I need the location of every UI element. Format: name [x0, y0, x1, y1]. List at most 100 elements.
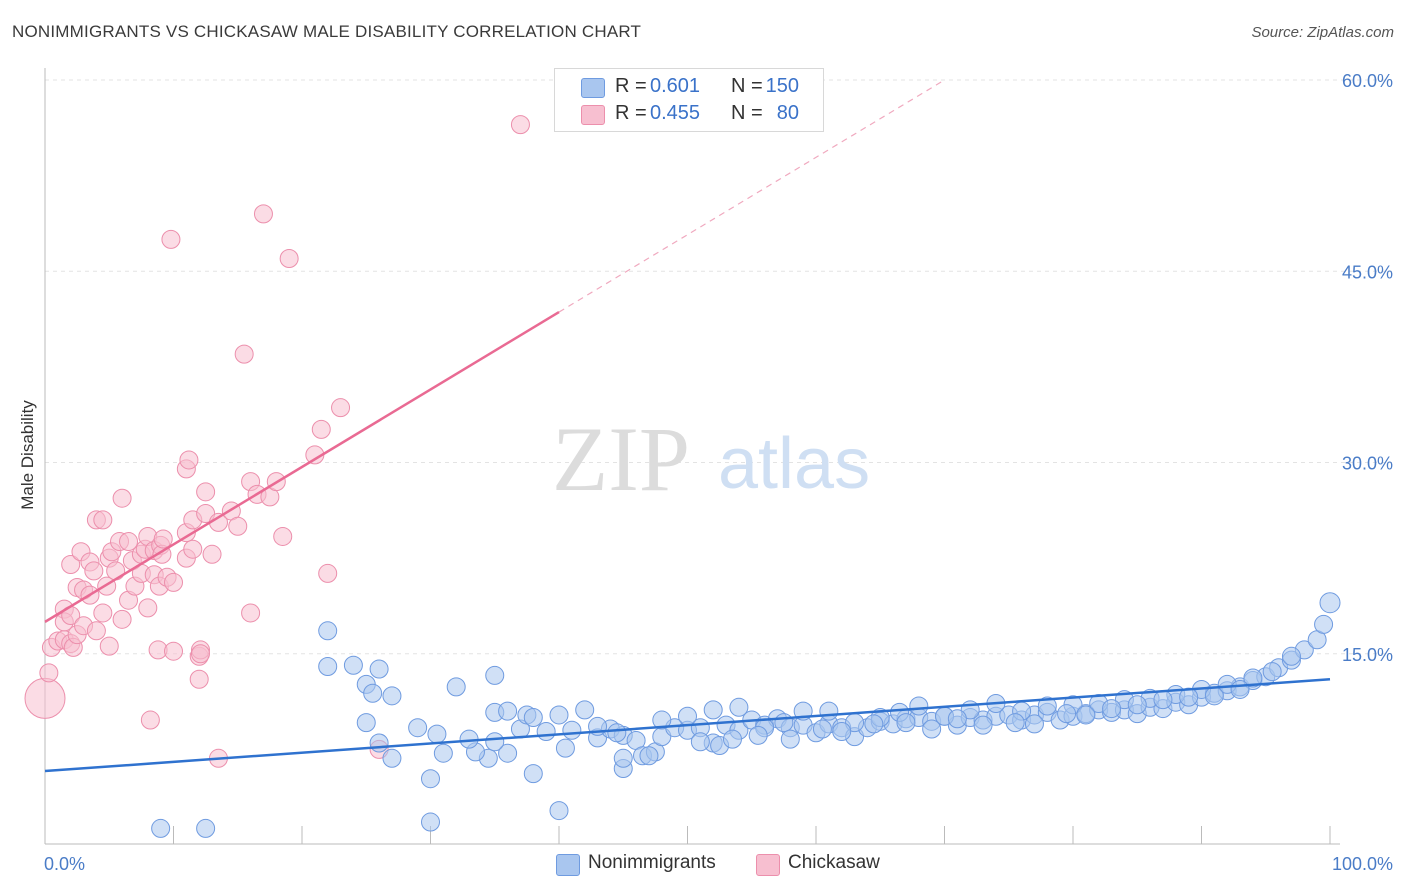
nonimmigrants-point — [433, 743, 453, 763]
legend-r-label: R = — [615, 102, 647, 124]
nonimmigrants-point — [421, 769, 440, 789]
nonimmigrants-point — [421, 812, 440, 832]
nonimmigrants-point — [382, 748, 402, 768]
nonimmigrants-point — [1262, 662, 1282, 682]
nonimmigrants-point — [722, 729, 742, 749]
x-tick-label: 0.0% — [44, 854, 85, 874]
nonimmigrants-point — [639, 746, 659, 766]
nonimmigrants-point — [812, 719, 832, 739]
nonimmigrants-point — [369, 659, 389, 679]
nonimmigrants-point — [607, 723, 627, 743]
legend-n-value: 80 — [776, 102, 799, 124]
nonimmigrants-point — [819, 701, 839, 721]
nonimmigrants-point — [1153, 690, 1173, 710]
bottom-legend-label: Nonimmigrants — [588, 852, 716, 873]
legend-r-label: R = — [615, 75, 647, 97]
nonimmigrants-point — [729, 697, 749, 717]
nonimmigrants-point — [678, 706, 697, 726]
nonimmigrants-point — [774, 713, 794, 733]
chickasaw-point — [161, 229, 181, 249]
legend-swatch-pink — [581, 105, 605, 125]
nonimmigrants-point — [1319, 592, 1341, 614]
nonimmigrants-point — [446, 677, 466, 697]
chickasaw-point — [189, 669, 209, 689]
chickasaw-point — [153, 529, 173, 549]
nonimmigrants-point — [947, 709, 967, 729]
bottom-legend-label: Chickasaw — [788, 852, 880, 873]
nonimmigrants-point — [318, 621, 338, 641]
nonimmigrants-point — [382, 686, 402, 706]
nonimmigrants-point — [1230, 679, 1250, 699]
nonimmigrants-point — [1243, 668, 1263, 688]
nonimmigrants-point — [1076, 705, 1096, 725]
legend-r-value: 0.601 — [650, 75, 701, 97]
nonimmigrants-point — [343, 655, 363, 675]
legend-row-chickasaw: R = 0.455 N = 80 — [555, 102, 823, 128]
nonimmigrants-point — [690, 732, 710, 752]
nonimmigrants-point — [703, 700, 723, 720]
source-label: Source: ZipAtlas.com — [1251, 24, 1394, 41]
nonimmigrants-point — [780, 729, 800, 749]
nonimmigrants-point — [1037, 696, 1057, 716]
nonimmigrants-point — [318, 657, 338, 676]
nonimmigrants-point — [652, 710, 672, 730]
chickasaw-point — [93, 510, 113, 530]
legend-n-label: N = — [731, 75, 763, 97]
nonimmigrants-point — [1102, 699, 1122, 719]
chickasaw-point — [140, 710, 160, 730]
nonimmigrants-point — [485, 732, 505, 752]
chickasaw-trend-extension — [558, 79, 945, 313]
nonimmigrants-point — [408, 718, 428, 738]
nonimmigrants-point — [1024, 714, 1044, 734]
nonimmigrants-point — [748, 725, 768, 745]
chickasaw-point — [61, 555, 81, 574]
watermark-zip: ZIP — [552, 408, 690, 510]
chickasaw-point — [253, 204, 273, 224]
nonimmigrants-point — [1314, 614, 1334, 634]
legend-n-label: N = — [731, 102, 763, 124]
y-tick-label: 45.0% — [1342, 262, 1393, 282]
chickasaw-point — [331, 398, 351, 418]
nonimmigrants-point — [1127, 695, 1147, 715]
nonimmigrants-point — [973, 715, 993, 735]
chickasaw-point — [106, 561, 126, 581]
bottom-legend-swatch-pink — [756, 854, 780, 876]
nonimmigrants-point — [498, 743, 518, 763]
nonimmigrants-point — [485, 665, 505, 685]
nonimmigrants-point — [151, 818, 171, 838]
chickasaw-point — [84, 561, 104, 581]
chickasaw-point — [273, 526, 293, 546]
nonimmigrants-point — [536, 722, 556, 742]
nonimmigrants-point — [864, 714, 884, 734]
nonimmigrants-points — [151, 592, 1341, 838]
chickasaw-point — [228, 516, 248, 536]
chickasaw-trend-line — [44, 310, 560, 623]
nonimmigrants-point — [523, 764, 543, 784]
chickasaw-point — [279, 249, 299, 268]
legend: R = 0.601 N = 150 R = 0.455 N = 80 — [554, 68, 824, 132]
y-tick-label: 60.0% — [1342, 71, 1393, 91]
chickasaw-point — [164, 572, 183, 592]
chickasaw-point — [119, 532, 139, 552]
nonimmigrants-point — [369, 733, 389, 753]
chickasaw-points — [24, 115, 530, 768]
nonimmigrants-point — [356, 713, 376, 733]
nonimmigrants-point — [498, 701, 518, 721]
y-tick-label: 15.0% — [1342, 645, 1393, 665]
chickasaw-point — [24, 677, 66, 719]
chickasaw-point — [510, 115, 530, 135]
bottom-legend-swatch-blue — [556, 854, 580, 876]
chickasaw-point — [138, 598, 158, 618]
watermark-atlas: atlas — [718, 424, 870, 504]
nonimmigrants-point — [549, 705, 569, 725]
nonimmigrants-point — [562, 720, 582, 740]
nonimmigrants-point — [1005, 713, 1025, 733]
chickasaw-point — [179, 450, 199, 470]
y-axis-title: Male Disability — [18, 400, 37, 510]
x-tick-label: 100.0% — [1332, 854, 1393, 874]
chickasaw-point — [241, 603, 261, 623]
nonimmigrants-point — [363, 683, 383, 703]
y-tick-label: 30.0% — [1342, 454, 1393, 474]
chickasaw-point — [202, 544, 222, 564]
